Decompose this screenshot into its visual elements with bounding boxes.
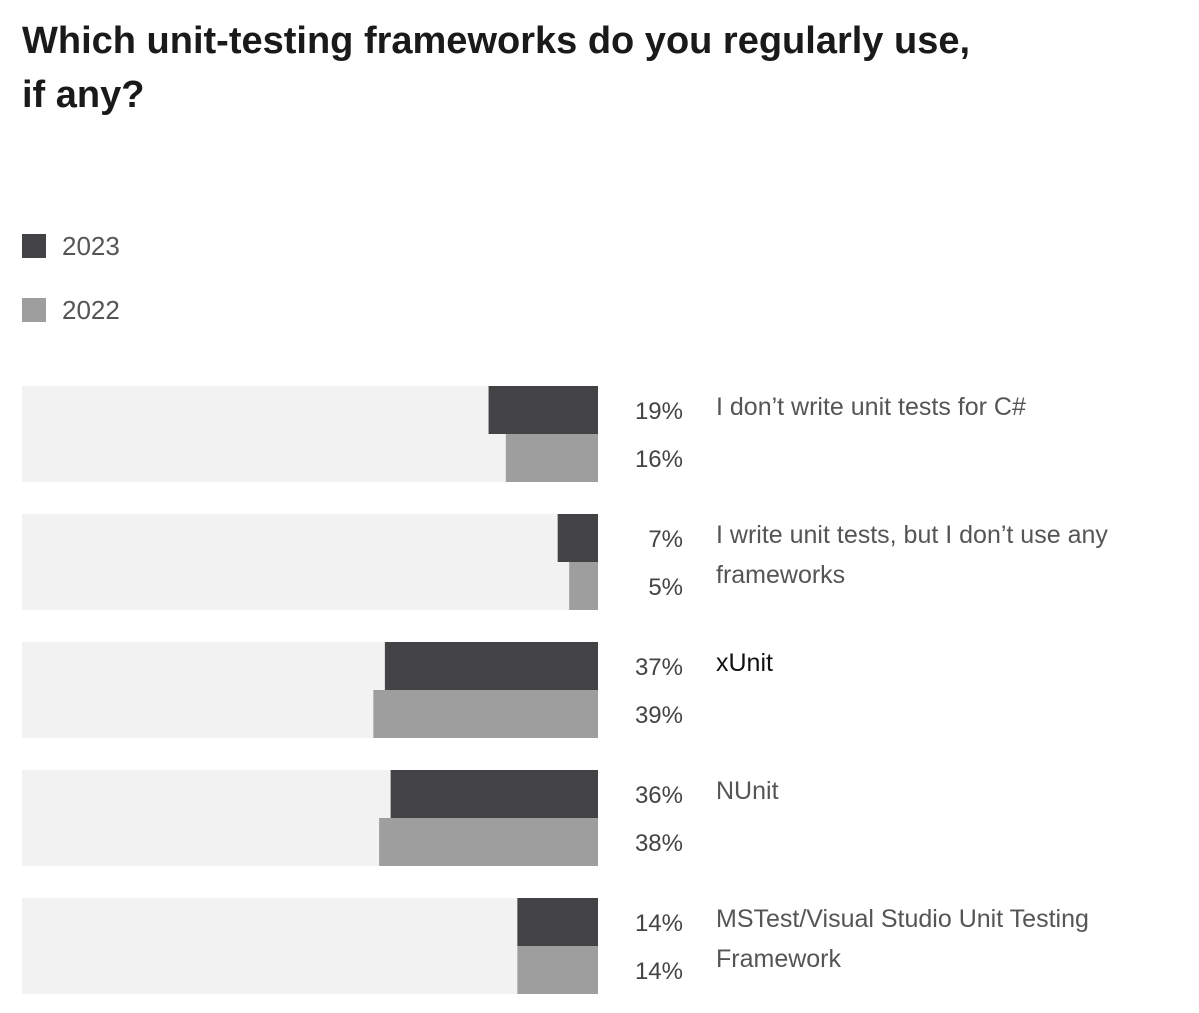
bar-2023-nunit: [390, 770, 598, 818]
data-label-2023-i-don-t-write-unit-tests-for-c: 19%: [635, 398, 683, 425]
bar-2023-i-don-t-write-unit-tests-for-c: [488, 386, 598, 434]
data-label-2022-mstest-visual-studio-unit-testing-framework: 14%: [635, 958, 683, 985]
data-label-2022-nunit: 38%: [635, 830, 683, 857]
category-label-xunit: xUnit: [716, 649, 773, 677]
data-label-2023-nunit: 36%: [635, 782, 683, 809]
bar-2023-xunit: [384, 642, 598, 690]
bar-2022-nunit: [379, 818, 598, 866]
legend-swatch-2022: [22, 298, 46, 322]
bar-2022-i-write-unit-tests-but-i-don-t-use-any-frameworks: [569, 562, 598, 610]
bar-track-mstest-visual-studio-unit-testing-framework: [22, 898, 598, 994]
bar-2022-i-don-t-write-unit-tests-for-c: [505, 434, 598, 482]
data-label-2022-i-don-t-write-unit-tests-for-c: 16%: [635, 446, 683, 473]
category-label-nunit: NUnit: [716, 777, 779, 805]
legend-label-2022: 2022: [62, 294, 120, 325]
category-label-i-don-t-write-unit-tests-for-c: I don’t write unit tests for C#: [716, 393, 1026, 421]
chart-title: Which unit-testing frameworks do you reg…: [22, 20, 971, 116]
legend-swatch-2023: [22, 234, 46, 258]
data-label-2023-mstest-visual-studio-unit-testing-framework: 14%: [635, 910, 683, 937]
data-label-2022-xunit: 39%: [635, 702, 683, 729]
data-label-2023-i-write-unit-tests-but-i-don-t-use-any-frameworks: 7%: [648, 526, 683, 553]
bar-2023-i-write-unit-tests-but-i-don-t-use-any-frameworks: [557, 514, 598, 562]
bar-track-i-write-unit-tests-but-i-don-t-use-any-frameworks: [22, 514, 598, 610]
category-label-i-write-unit-tests-but-i-don-t-use-any-frameworks: I write unit tests, but I don’t use any f…: [716, 521, 1108, 589]
bar-2023-mstest-visual-studio-unit-testing-framework: [517, 898, 598, 946]
bar-2022-xunit: [373, 690, 598, 738]
category-label-mstest-visual-studio-unit-testing-framework: MSTest/Visual Studio Unit Testing Framewo…: [716, 905, 1089, 973]
data-label-2022-i-write-unit-tests-but-i-don-t-use-any-frameworks: 5%: [648, 574, 683, 601]
legend-label-2023: 2023: [62, 230, 120, 261]
legend-item-2022: 2022: [22, 294, 120, 325]
legend-item-2023: 2023: [22, 230, 120, 261]
data-label-2023-xunit: 37%: [635, 654, 683, 681]
bar-2022-mstest-visual-studio-unit-testing-framework: [517, 946, 598, 994]
